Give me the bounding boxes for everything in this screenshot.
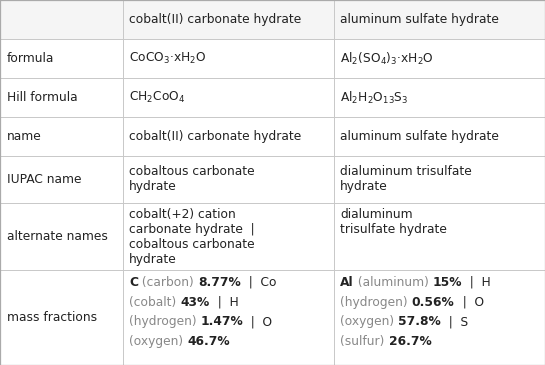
Text: (oxygen): (oxygen) [340, 315, 398, 328]
Text: |  H: | H [462, 276, 491, 289]
Text: 15%: 15% [433, 276, 462, 289]
Text: name: name [7, 130, 41, 143]
Bar [0, 0, 545, 39]
Text: 43%: 43% [180, 296, 209, 309]
Text: |  O: | O [244, 315, 272, 328]
Text: Al$_2$(SO$_4$)$_3$·xH$_2$O: Al$_2$(SO$_4$)$_3$·xH$_2$O [340, 50, 434, 67]
Text: IUPAC name: IUPAC name [7, 173, 81, 186]
Text: alternate names: alternate names [7, 230, 107, 243]
Text: dialuminum trisulfate
hydrate: dialuminum trisulfate hydrate [340, 165, 472, 193]
Text: (aluminum): (aluminum) [354, 276, 433, 289]
Text: |  S: | S [441, 315, 468, 328]
Text: aluminum sulfate hydrate: aluminum sulfate hydrate [340, 13, 499, 26]
Text: (hydrogen): (hydrogen) [340, 296, 412, 309]
Text: 8.77%: 8.77% [198, 276, 240, 289]
Text: Al: Al [340, 276, 354, 289]
Text: (cobalt): (cobalt) [129, 296, 180, 309]
Text: (hydrogen): (hydrogen) [129, 315, 201, 328]
Text: 57.8%: 57.8% [398, 315, 441, 328]
Text: (sulfur): (sulfur) [340, 335, 389, 348]
Text: 1.47%: 1.47% [201, 315, 244, 328]
Text: cobaltous carbonate
hydrate: cobaltous carbonate hydrate [129, 165, 255, 193]
Text: (oxygen): (oxygen) [129, 335, 187, 348]
Text: |  H: | H [209, 296, 238, 309]
Text: CH$_2$CoO$_4$: CH$_2$CoO$_4$ [129, 90, 186, 105]
Text: Al$_2$H$_2$O$_{13}$S$_3$: Al$_2$H$_2$O$_{13}$S$_3$ [340, 89, 409, 106]
Text: mass fractions: mass fractions [7, 311, 96, 324]
Text: CoCO$_3$·xH$_2$O: CoCO$_3$·xH$_2$O [129, 51, 207, 66]
Text: cobalt(+2) cation
carbonate hydrate  |
cobaltous carbonate
hydrate: cobalt(+2) cation carbonate hydrate | co… [129, 208, 255, 266]
Text: cobalt(II) carbonate hydrate: cobalt(II) carbonate hydrate [129, 130, 301, 143]
Text: 26.7%: 26.7% [389, 335, 431, 348]
Text: dialuminum
trisulfate hydrate: dialuminum trisulfate hydrate [340, 208, 447, 237]
Text: aluminum sulfate hydrate: aluminum sulfate hydrate [340, 130, 499, 143]
Text: (carbon): (carbon) [138, 276, 198, 289]
Text: |  Co: | Co [240, 276, 276, 289]
Text: 0.56%: 0.56% [412, 296, 455, 309]
Text: |  O: | O [455, 296, 484, 309]
Text: cobalt(II) carbonate hydrate: cobalt(II) carbonate hydrate [129, 13, 301, 26]
Text: formula: formula [7, 52, 54, 65]
Text: C: C [129, 276, 138, 289]
Text: Hill formula: Hill formula [7, 91, 77, 104]
Text: 46.7%: 46.7% [187, 335, 230, 348]
